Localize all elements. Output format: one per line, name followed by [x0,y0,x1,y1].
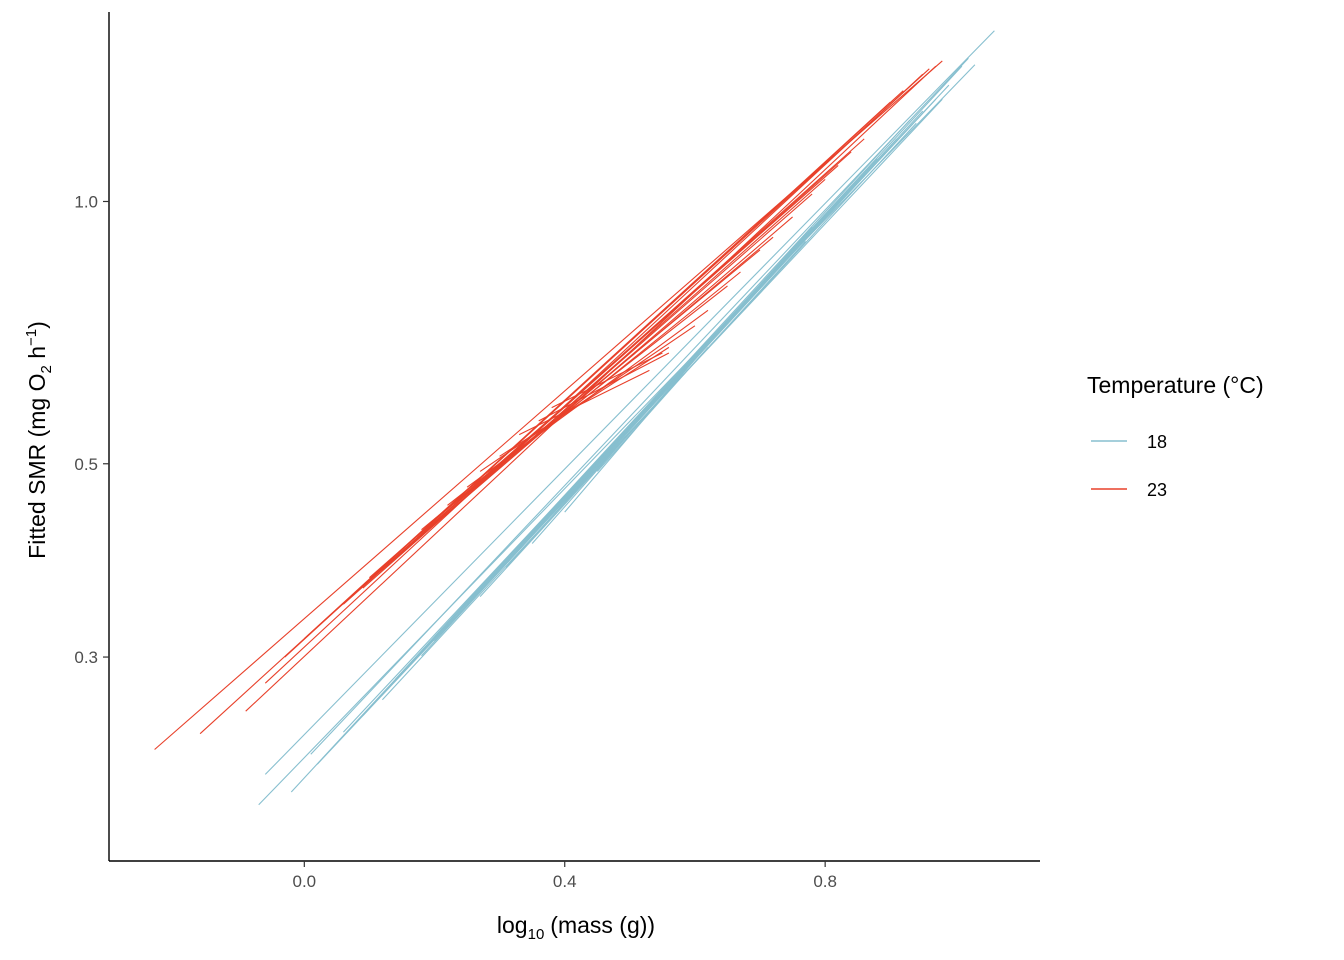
series-23-line-18 [499,346,670,457]
y-tick-label: 1.0 [74,192,98,211]
series-23-line-20 [538,352,670,422]
series-18-line-1 [264,30,995,775]
series-18-line-23 [505,226,813,568]
y-axis-title: Fitted SMR (mg O2 h−1) [23,321,55,559]
legend-title: Temperature (°C) [1087,372,1264,398]
series-18-line-4 [316,98,943,765]
y-ticks: 0.3 0.5 1.0 [74,192,109,667]
x-tick-label: 0.0 [292,872,316,891]
series-23-line-9 [369,164,839,579]
y-tick-label: 0.5 [74,455,98,474]
series-23-line-21 [551,352,663,409]
series-23-line-7 [343,151,852,605]
series-23-line-19 [518,369,650,436]
series-layer [154,30,995,806]
series-23 [154,60,943,750]
series-23-line-17 [479,325,696,472]
series-18-line-22 [596,347,709,472]
series-18 [258,30,995,806]
series-23-line-13 [421,249,761,531]
series-23-line-3 [264,73,924,684]
x-tick-label: 0.4 [553,872,577,891]
y-tick-label: 0.3 [74,648,98,667]
series-18-line-3 [310,57,969,755]
x-ticks: 0.0 0.4 0.8 [292,861,837,891]
x-tick-label: 0.8 [813,872,837,891]
legend-label-18: 18 [1147,432,1167,452]
x-axis-title: log10 (mass (g)) [497,912,655,943]
series-18-line-10 [395,119,911,680]
legend-label-23: 23 [1147,480,1167,500]
